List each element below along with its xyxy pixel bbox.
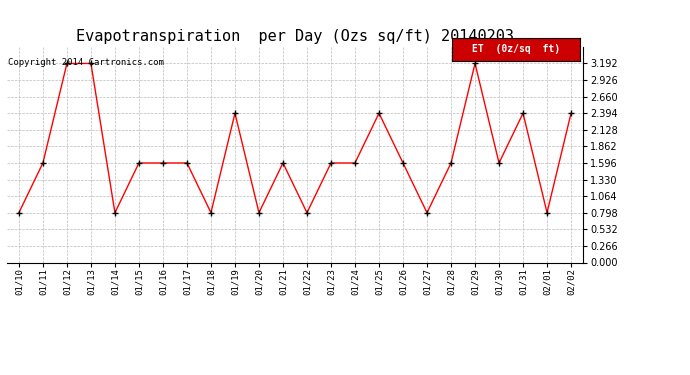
Title: Evapotranspiration  per Day (Ozs sq/ft) 20140203: Evapotranspiration per Day (Ozs sq/ft) 2… xyxy=(76,29,514,44)
Text: Copyright 2014 Cartronics.com: Copyright 2014 Cartronics.com xyxy=(8,58,164,67)
Text: ET  (0z/sq  ft): ET (0z/sq ft) xyxy=(472,44,560,54)
